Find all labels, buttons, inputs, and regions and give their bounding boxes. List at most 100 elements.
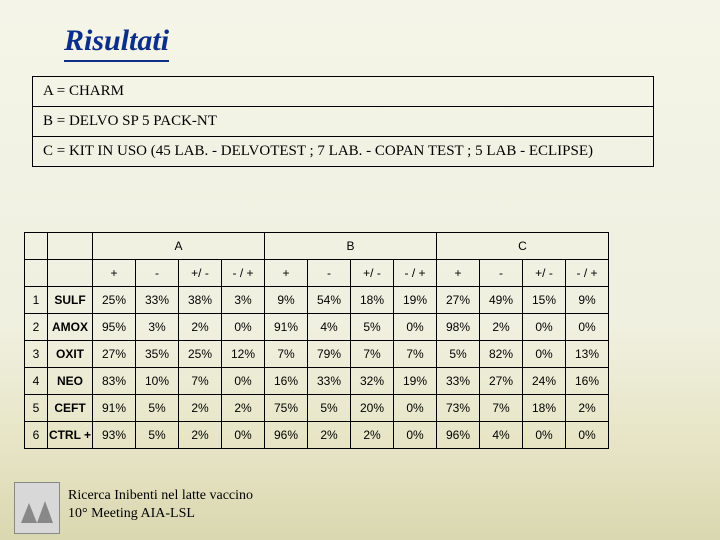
legend-box: A = CHARM B = DELVO SP 5 PACK-NT C = KIT… (32, 76, 654, 167)
cell-value: 5% (136, 422, 179, 449)
cell-value: 0% (566, 314, 609, 341)
cell-value: 2% (480, 314, 523, 341)
cell-value: 4% (308, 314, 351, 341)
cell-value: 9% (566, 287, 609, 314)
cell-value: 5% (308, 395, 351, 422)
table-group-row: A B C (25, 233, 609, 260)
cell-value: 33% (136, 287, 179, 314)
legend-b: B = DELVO SP 5 PACK-NT (33, 107, 653, 137)
row-label: AMOX (48, 314, 93, 341)
cell-value: 32% (351, 368, 394, 395)
cell-value: 96% (437, 422, 480, 449)
row-number: 3 (25, 341, 48, 368)
cell-value: 25% (93, 287, 136, 314)
sub-header: + (437, 260, 480, 287)
cell-value: 2% (222, 395, 265, 422)
row-number: 4 (25, 368, 48, 395)
cell-value: 0% (222, 368, 265, 395)
cell-value: 95% (93, 314, 136, 341)
cell-value: 7% (394, 341, 437, 368)
cell-value: 13% (566, 341, 609, 368)
cell-value: 10% (136, 368, 179, 395)
page-title: Risultati (64, 24, 169, 62)
cell-value: 33% (437, 368, 480, 395)
table-row: 5CEFT91%5%2%2%75%5%20%0%73%7%18%2% (25, 395, 609, 422)
legend-a: A = CHARM (33, 77, 653, 107)
row-label: NEO (48, 368, 93, 395)
cell-value: 2% (308, 422, 351, 449)
cell-value: 18% (523, 395, 566, 422)
cell-value: 5% (136, 395, 179, 422)
row-number: 6 (25, 422, 48, 449)
row-label: CTRL + (48, 422, 93, 449)
cell-value: 0% (222, 314, 265, 341)
cell-value: 0% (394, 422, 437, 449)
cell-value: 75% (265, 395, 308, 422)
table-sub-row: + - +/ - - / + + - +/ - - / + + - +/ - -… (25, 260, 609, 287)
cell-value: 16% (566, 368, 609, 395)
cell-value: 15% (523, 287, 566, 314)
cell-value: 7% (351, 341, 394, 368)
cell-value: 4% (480, 422, 523, 449)
cell-value: 2% (179, 314, 222, 341)
cell-value: 0% (394, 314, 437, 341)
cell-value: 82% (480, 341, 523, 368)
cell-value: 0% (523, 314, 566, 341)
footer-line2: 10° Meeting AIA-LSL (68, 505, 253, 523)
sub-header: - (136, 260, 179, 287)
cell-value: 12% (222, 341, 265, 368)
group-header-b: B (265, 233, 437, 260)
cell-value: 18% (351, 287, 394, 314)
sub-header: + (93, 260, 136, 287)
cell-value: 7% (480, 395, 523, 422)
cell-value: 93% (93, 422, 136, 449)
cell-value: 35% (136, 341, 179, 368)
cell-value: 0% (566, 422, 609, 449)
cell-value: 2% (351, 422, 394, 449)
aia-logo (14, 482, 60, 534)
cell-value: 0% (523, 422, 566, 449)
cell-value: 3% (136, 314, 179, 341)
cell-value: 19% (394, 287, 437, 314)
cell-value: 91% (265, 314, 308, 341)
cell-value: 91% (93, 395, 136, 422)
sub-header: +/ - (351, 260, 394, 287)
table-row: 6CTRL +93%5%2%0%96%2%2%0%96%4%0%0% (25, 422, 609, 449)
cell-value: 0% (394, 395, 437, 422)
sub-header: +/ - (523, 260, 566, 287)
table-row: 3OXIT27%35%25%12%7%79%7%7%5%82%0%13% (25, 341, 609, 368)
cell-value: 38% (179, 287, 222, 314)
cell-value: 9% (265, 287, 308, 314)
cell-value: 83% (93, 368, 136, 395)
table-row: 4NEO83%10%7%0%16%33%32%19%33%27%24%16% (25, 368, 609, 395)
legend-c: C = KIT IN USO (45 LAB. - DELVOTEST ; 7 … (33, 137, 653, 166)
group-header-a: A (93, 233, 265, 260)
cell-value: 5% (437, 341, 480, 368)
cell-value: 2% (179, 395, 222, 422)
cell-value: 24% (523, 368, 566, 395)
cell-value: 33% (308, 368, 351, 395)
row-number: 2 (25, 314, 48, 341)
cell-value: 7% (179, 368, 222, 395)
row-label: CEFT (48, 395, 93, 422)
table-row: 1SULF25%33%38%3%9%54%18%19%27%49%15%9% (25, 287, 609, 314)
cell-value: 3% (222, 287, 265, 314)
group-header-c: C (437, 233, 609, 260)
cell-value: 2% (179, 422, 222, 449)
cell-value: 16% (265, 368, 308, 395)
cell-value: 27% (93, 341, 136, 368)
sub-header: + (265, 260, 308, 287)
cell-value: 2% (566, 395, 609, 422)
cell-value: 98% (437, 314, 480, 341)
cell-value: 20% (351, 395, 394, 422)
cell-value: 27% (480, 368, 523, 395)
cell-value: 49% (480, 287, 523, 314)
cell-value: 0% (222, 422, 265, 449)
sub-header: +/ - (179, 260, 222, 287)
cell-value: 25% (179, 341, 222, 368)
cell-value: 5% (351, 314, 394, 341)
cell-value: 0% (523, 341, 566, 368)
sub-header: - (308, 260, 351, 287)
row-label: SULF (48, 287, 93, 314)
cell-value: 19% (394, 368, 437, 395)
